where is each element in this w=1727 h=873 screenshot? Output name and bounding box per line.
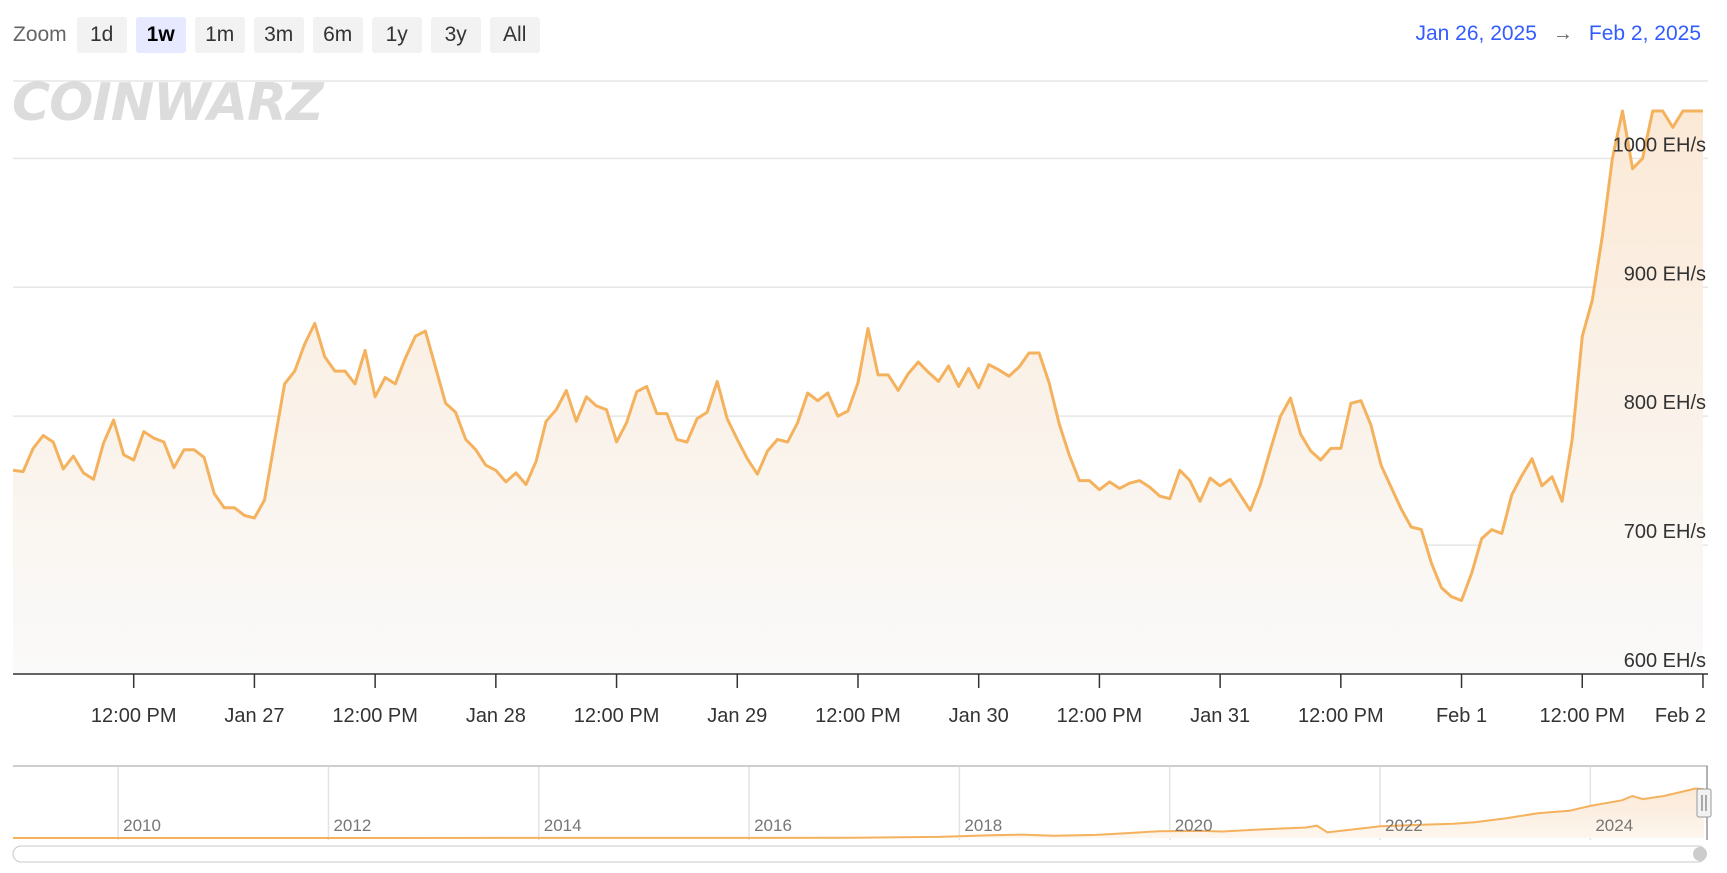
x-axis: 12:00 PM Jan 27 12:00 PM Jan 28 12:00 PM Jan … <box>91 674 1706 727</box>
y-tick-label: 800 EH/s <box>1624 392 1706 414</box>
zoom-label: Zoom <box>13 23 67 46</box>
zoom-button-1d[interactable]: 1d <box>76 17 127 53</box>
range-to-date[interactable]: Feb 2, 2025 <box>1588 22 1701 45</box>
x-tick-label: Jan 30 <box>949 705 1009 727</box>
date-range: Jan 26, 2025 → Feb 2, 2025 <box>1415 22 1701 46</box>
navigator-year-label: 2022 <box>1385 816 1423 835</box>
x-tick-label: 12:00 PM <box>1057 705 1143 727</box>
zoom-button-6m[interactable]: 6m <box>312 17 363 53</box>
y-tick-label: 600 EH/s <box>1624 650 1706 672</box>
zoom-button-3y[interactable]: 3y <box>430 17 481 53</box>
navigator-year-label: 2014 <box>544 816 582 835</box>
navigator[interactable]: 2010 2012 2014 2016 2018 2020 2022 2024 <box>12 765 1712 840</box>
x-tick-label: 12:00 PM <box>574 705 660 727</box>
x-tick-label: Feb 1 <box>1436 705 1487 727</box>
scrollbar[interactable] <box>12 845 1707 863</box>
x-tick-label: 12:00 PM <box>815 705 901 727</box>
scrollbar-thumb[interactable] <box>1693 847 1707 861</box>
navigator-year-label: 2012 <box>333 816 371 835</box>
navigator-area <box>13 788 1704 838</box>
hashrate-series-line <box>12 109 1703 602</box>
navigator-year-label: 2024 <box>1595 816 1633 835</box>
x-tick-label: Jan 28 <box>466 705 526 727</box>
zoom-toolbar: Zoom 1d 1w 1m 3m 6m 1y 3y All <box>13 17 549 53</box>
navigator-year-label: 2010 <box>123 816 161 835</box>
x-tick-label: 12:00 PM <box>1539 705 1625 727</box>
range-from-date[interactable]: Jan 26, 2025 <box>1415 22 1537 45</box>
zoom-button-1y[interactable]: 1y <box>371 17 422 53</box>
navigator-year-label: 2020 <box>1175 816 1213 835</box>
scrollbar-track[interactable] <box>12 845 1707 863</box>
navigator-handle[interactable] <box>1696 788 1712 818</box>
navigator-year-label: 2018 <box>964 816 1002 835</box>
zoom-button-1w[interactable]: 1w <box>135 17 186 53</box>
zoom-button-all[interactable]: All <box>489 17 540 53</box>
y-tick-label: 1000 EH/s <box>1613 134 1706 156</box>
navigator-year-labels: 2010 2012 2014 2016 2018 2020 2022 2024 <box>123 816 1633 835</box>
y-tick-label: 700 EH/s <box>1624 521 1706 543</box>
x-tick-label: Jan 31 <box>1190 705 1250 727</box>
zoom-button-3m[interactable]: 3m <box>253 17 304 53</box>
x-tick-label: 12:00 PM <box>1298 705 1384 727</box>
range-arrow-icon: → <box>1552 22 1573 45</box>
zoom-button-1m[interactable]: 1m <box>194 17 245 53</box>
navigator-year-label: 2016 <box>754 816 792 835</box>
navigator-line <box>12 787 1704 839</box>
x-tick-label: Jan 29 <box>707 705 767 727</box>
hashrate-area <box>13 111 1703 674</box>
x-tick-label: 12:00 PM <box>332 705 418 727</box>
x-tick-label: Jan 27 <box>224 705 284 727</box>
y-axis-labels: 600 EH/s 700 EH/s 800 EH/s 900 EH/s 1000 EH/… <box>1613 134 1706 672</box>
x-tick-label: Feb 2 <box>1655 705 1706 727</box>
x-tick-label: 12:00 PM <box>91 705 177 727</box>
coinwarz-logo: COINWARZ <box>12 73 324 133</box>
y-tick-label: 900 EH/s <box>1624 263 1706 285</box>
